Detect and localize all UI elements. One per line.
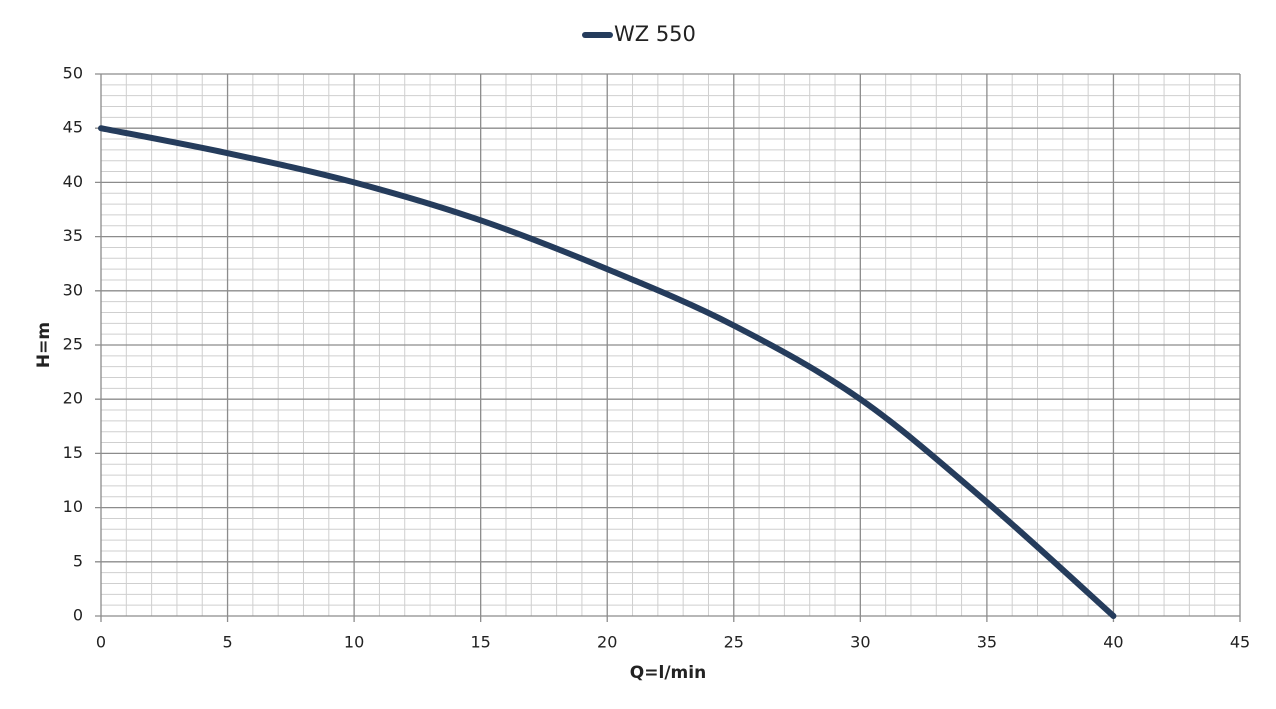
x-axis-title: Q=l/min — [630, 663, 706, 683]
x-tick-label: 40 — [1103, 633, 1123, 652]
y-tick-label: 15 — [63, 443, 83, 462]
y-tick-label: 10 — [63, 497, 83, 516]
y-tick-label: 50 — [63, 64, 83, 83]
x-tick-label: 45 — [1230, 633, 1250, 652]
x-tick-label: 15 — [470, 633, 490, 652]
x-tick-label: 5 — [222, 633, 232, 652]
y-tick-label: 5 — [73, 551, 83, 570]
x-tick-label: 0 — [96, 633, 106, 652]
x-tick-label: 35 — [977, 633, 997, 652]
series-line — [98, 125, 1117, 619]
y-tick-label: 25 — [63, 335, 83, 354]
y-axis-title: H=m — [34, 322, 54, 368]
x-tick-label: 10 — [344, 633, 364, 652]
legend-label: WZ 550 — [614, 22, 696, 46]
y-tick-label: 30 — [63, 280, 83, 299]
y-tick-label: 0 — [73, 606, 83, 625]
y-tick-label: 20 — [63, 389, 83, 408]
x-tick-label: 20 — [597, 633, 617, 652]
x-tick-label: 25 — [724, 633, 744, 652]
x-tick-label: 30 — [850, 633, 870, 652]
y-tick-label: 35 — [63, 226, 83, 245]
y-tick-label: 45 — [63, 118, 83, 137]
y-tick-label: 40 — [63, 172, 83, 191]
